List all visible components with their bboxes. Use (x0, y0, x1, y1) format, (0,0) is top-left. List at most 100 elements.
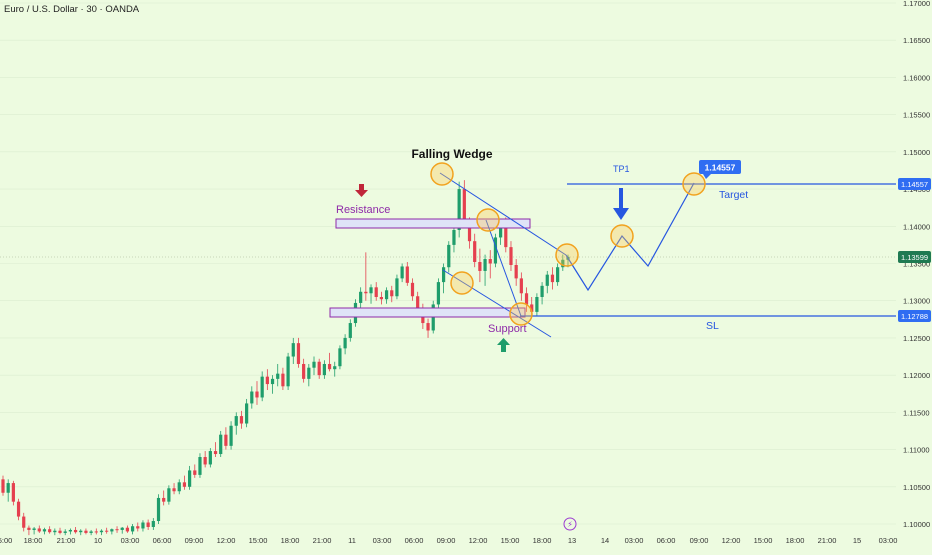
event-marker[interactable]: ⚡ (563, 517, 577, 531)
candle (198, 453, 202, 478)
price-tick-label: 1.16000 (903, 73, 930, 82)
candle (473, 233, 477, 268)
candle (32, 526, 36, 535)
candle (545, 270, 549, 294)
wedge-inner-line (485, 219, 522, 317)
candle (395, 274, 399, 300)
lightning-icon: ⚡ (567, 520, 573, 529)
candle (146, 519, 150, 530)
time-tick-label: 15:00 (249, 536, 268, 545)
time-tick-label: 11 (348, 536, 356, 545)
candle (276, 363, 280, 387)
time-tick-label: 03:00 (625, 536, 644, 545)
candle (234, 412, 238, 435)
time-tick-label: 09:00 (437, 536, 456, 545)
target-price-callout[interactable]: 1.14557 (699, 160, 741, 179)
candle (535, 293, 539, 316)
price-tick-label: 1.10500 (903, 483, 930, 492)
candle (177, 479, 181, 495)
candle (561, 254, 565, 271)
candle (239, 410, 244, 429)
candle (110, 528, 114, 535)
candle (6, 479, 10, 502)
price-tick-label: 1.17000 (903, 0, 930, 8)
price-axis[interactable]: 1.17000 1.16500 1.16000 1.15500 1.15000 1.145… (903, 0, 930, 529)
time-tick-label: 15 (853, 536, 861, 545)
tp1-arrow-icon (613, 188, 629, 220)
tp1-label: TP1 (613, 164, 630, 174)
candle (359, 287, 363, 309)
candle (84, 528, 88, 535)
wedge-lower-line[interactable] (442, 269, 552, 338)
candle (136, 522, 140, 532)
support-zone[interactable] (329, 307, 526, 318)
candle (410, 278, 415, 301)
price-tick-label: 1.10000 (903, 520, 930, 529)
candle (250, 386, 254, 409)
candle (229, 421, 233, 450)
time-tick-label: 03:00 (373, 536, 392, 545)
candle (203, 451, 207, 468)
candle (478, 248, 482, 283)
wedge-upper-line[interactable] (439, 172, 567, 256)
target-callout-value: 1.14557 (705, 163, 736, 173)
price-tick-label: 1.15500 (903, 111, 930, 120)
candle (447, 241, 451, 273)
time-tick-label: 15:00 (754, 536, 773, 545)
candle (37, 525, 41, 533)
candle (193, 464, 197, 478)
resistance-arrow-icon (355, 184, 368, 197)
candle (291, 337, 295, 364)
candle (27, 525, 31, 536)
time-tick-label: 15:00 (501, 536, 520, 545)
symbol-title[interactable]: Euro / U.S. Dollar · 30 · OANDA (4, 4, 140, 15)
candle (167, 485, 171, 505)
candle (364, 252, 368, 301)
candle (22, 512, 26, 532)
price-tick-label: 1.13000 (903, 297, 930, 306)
candle (151, 518, 155, 530)
price-tick-label: 1.14000 (903, 222, 930, 231)
candle (141, 520, 145, 532)
candle (68, 528, 72, 535)
candle (125, 525, 130, 533)
candle (369, 284, 373, 304)
resistance-zone[interactable] (335, 218, 531, 229)
time-tick-label: 06:00 (405, 536, 424, 545)
candle (405, 262, 409, 286)
candle (182, 475, 187, 490)
time-tick-label: 10 (94, 536, 102, 545)
candle (556, 263, 560, 286)
candle (519, 272, 523, 301)
candle (255, 381, 259, 405)
sl-price-badge-text: 1.12788 (901, 312, 928, 321)
highlight-circle (555, 243, 579, 267)
time-axis[interactable]: 5:00 18:00 21:00 10 03:00 06:00 09:00 12:00 15:0… (0, 536, 897, 545)
time-tick-label: 03:00 (879, 536, 898, 545)
price-tick-label: 1.12000 (903, 371, 930, 380)
price-tick-label: 1.13500 (903, 260, 930, 269)
candle (550, 267, 555, 290)
support-arrow-icon (497, 338, 510, 352)
candle (307, 363, 311, 387)
candle (224, 427, 228, 450)
time-tick-label: 03:00 (121, 536, 140, 545)
candle (343, 334, 347, 355)
candle (156, 494, 161, 524)
candle (48, 526, 52, 534)
candle (42, 527, 47, 535)
time-tick-label: 18:00 (281, 536, 300, 545)
candle (286, 352, 290, 391)
highlight-circle (476, 208, 500, 232)
candle (493, 233, 498, 268)
target-label: Target (719, 189, 748, 201)
candle (130, 524, 135, 535)
time-tick-label: 5:00 (0, 536, 12, 545)
candle (457, 181, 461, 238)
time-tick-label: 13 (568, 536, 576, 545)
candle (187, 465, 192, 490)
falling-wedge-label: Falling Wedge (411, 147, 492, 161)
